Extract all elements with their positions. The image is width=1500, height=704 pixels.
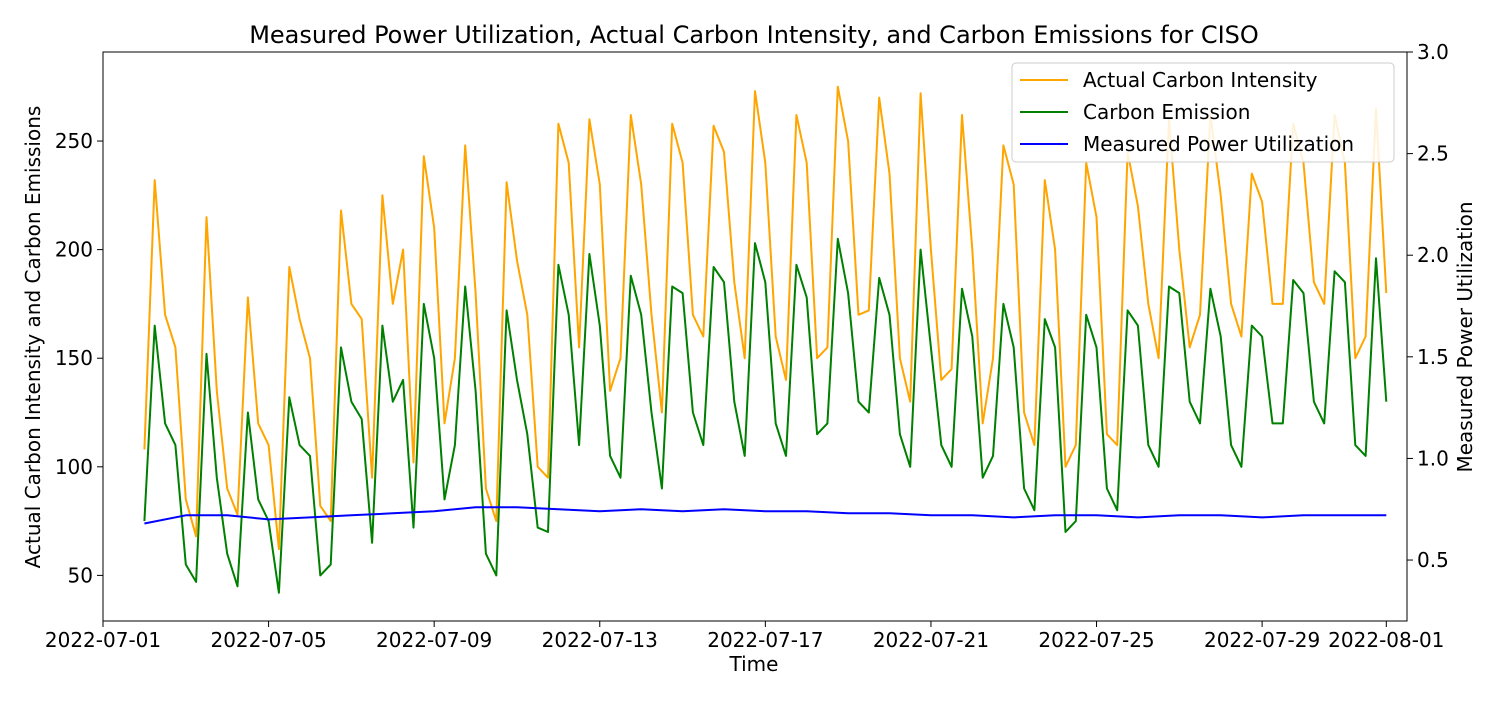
x-tick-label: 2022-07-25 [1038,628,1154,652]
y-tick-label-right: 0.5 [1417,548,1449,572]
series-line-carbon-emission [143,237,1388,594]
legend-box [1011,62,1395,163]
x-tick-label: 2022-08-01 [1328,628,1444,652]
plot-frame [102,51,1408,622]
y-axis-label-left: Actual Carbon Intensity and Carbon Emiss… [21,106,45,569]
series-line-actual-carbon-intensity [143,85,1388,551]
chart-title: Measured Power Utilization, Actual Carbo… [249,21,1259,49]
x-tick-label: 2022-07-01 [45,628,161,652]
legend-label: Measured Power Utilization [1083,132,1354,156]
y-axis-label-right: Measured Power Utilization [1453,201,1477,472]
y-tick-label-left: 200 [55,238,93,262]
y-tick-label-left: 150 [55,346,93,370]
axes: 2022-07-01 2022-07-05 2022-07-09 2022-07-13… [45,40,1449,652]
y-tick-label-left: 50 [68,563,93,587]
y-tick-label-right: 3.0 [1417,40,1449,64]
x-tick-label: 2022-07-21 [873,628,989,652]
y-tick-label-right: 1.0 [1417,446,1449,470]
legend: Actual Carbon Intensity Carbon Emission Me… [1011,62,1395,163]
x-axis-label: Time [729,652,779,676]
legend-label: Actual Carbon Intensity [1083,68,1318,92]
x-tick-label: 2022-07-05 [210,628,326,652]
x-tick-label: 2022-07-09 [376,628,492,652]
x-tick-label: 2022-07-13 [542,628,658,652]
series-line-measured-power-utilization [144,506,1387,525]
x-tick-label: 2022-07-17 [707,628,823,652]
y-tick-label-left: 100 [55,455,93,479]
y-tick-label-right: 1.5 [1417,345,1449,369]
y-tick-label-right: 2.0 [1417,243,1449,267]
plot-area [143,85,1388,594]
y-tick-label-right: 2.5 [1417,142,1449,166]
legend-label: Carbon Emission [1083,100,1250,124]
x-tick-label: 2022-07-29 [1204,628,1320,652]
y-tick-label-left: 250 [55,129,93,153]
